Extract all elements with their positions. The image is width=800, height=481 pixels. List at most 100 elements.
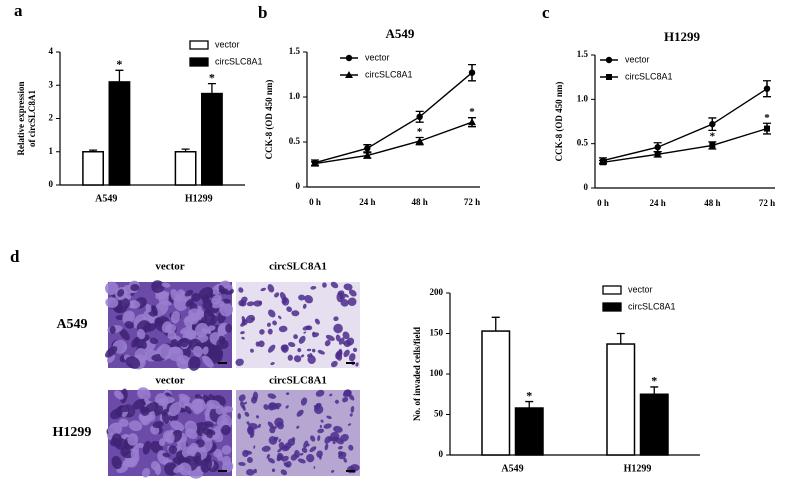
cell xyxy=(184,329,197,340)
cell xyxy=(250,318,255,320)
x-tick-label: 48 h xyxy=(704,198,720,208)
x-tick-label: H1299 xyxy=(185,193,213,204)
cell xyxy=(297,347,302,353)
legend-label: circSLC8A1 xyxy=(365,69,413,79)
cell xyxy=(161,411,170,425)
cell xyxy=(209,345,217,355)
cell xyxy=(268,436,278,445)
cell xyxy=(330,360,338,368)
cell xyxy=(266,454,270,459)
legend-label: vector xyxy=(215,39,240,49)
cell xyxy=(113,390,124,400)
line xyxy=(314,72,473,164)
cell xyxy=(154,393,168,406)
cell xyxy=(240,401,245,409)
line xyxy=(602,88,768,162)
point xyxy=(468,118,476,126)
cell xyxy=(221,461,234,473)
cell xyxy=(238,287,244,293)
y-tick-label: 4 xyxy=(49,46,54,56)
y-tick-label: 1.0 xyxy=(577,93,589,103)
legend-label: vector xyxy=(365,52,390,62)
column-label: circSLC8A1 xyxy=(269,261,327,273)
cell xyxy=(322,282,327,288)
bar xyxy=(639,393,669,456)
y-tick-label: 150 xyxy=(430,328,444,338)
cell xyxy=(204,421,214,427)
bar xyxy=(606,343,636,456)
cell xyxy=(216,338,229,350)
point xyxy=(345,71,353,78)
cell xyxy=(314,318,320,325)
cell xyxy=(331,436,339,442)
y-tick-label: 1.5 xyxy=(577,49,589,59)
panel-label: b xyxy=(258,3,267,22)
cell xyxy=(337,445,343,450)
legend-label: circSLC8A1 xyxy=(625,71,673,81)
cell xyxy=(317,435,321,442)
cell xyxy=(277,448,282,453)
cell xyxy=(348,444,354,451)
cell xyxy=(299,452,304,456)
cell xyxy=(329,393,333,397)
cell xyxy=(155,291,170,300)
cell xyxy=(287,354,293,361)
cell xyxy=(339,434,349,442)
cell xyxy=(244,401,248,405)
y-tick-label: 50 xyxy=(434,409,444,419)
cell xyxy=(257,423,261,429)
cell xyxy=(342,331,350,340)
point xyxy=(606,74,612,80)
y-tick-label: 1 xyxy=(49,146,54,156)
cell xyxy=(296,425,300,429)
cell xyxy=(105,297,119,308)
cell xyxy=(343,283,353,291)
cell xyxy=(307,354,310,358)
chart-title: H1299 xyxy=(664,29,701,44)
point xyxy=(345,54,353,62)
point xyxy=(763,85,771,92)
cell xyxy=(253,445,256,449)
line xyxy=(602,127,768,163)
point xyxy=(709,142,716,149)
x-tick-label: 48 h xyxy=(412,197,428,207)
cell xyxy=(260,287,267,292)
x-tick-label: A549 xyxy=(95,193,117,204)
significance: * xyxy=(764,112,770,124)
cell xyxy=(278,315,282,320)
cell xyxy=(348,393,355,401)
cell xyxy=(261,445,271,452)
cell xyxy=(238,461,246,466)
image-background xyxy=(236,390,360,476)
cell xyxy=(201,427,210,435)
cell xyxy=(333,316,339,322)
cell xyxy=(202,355,214,368)
cell xyxy=(291,437,296,442)
significance: * xyxy=(209,70,215,84)
cell xyxy=(109,325,116,334)
cell xyxy=(306,453,315,463)
cell xyxy=(332,441,336,445)
cell xyxy=(283,462,290,468)
cell xyxy=(272,320,277,326)
cell xyxy=(111,433,123,448)
x-tick-label: H1299 xyxy=(624,463,652,474)
y-tick-label: 0 xyxy=(584,182,589,192)
legend-label: circSLC8A1 xyxy=(628,301,676,311)
cell xyxy=(286,306,293,313)
cell xyxy=(281,297,290,306)
cell xyxy=(124,321,134,329)
cell xyxy=(136,328,146,340)
cell xyxy=(221,424,231,436)
cell xyxy=(274,292,280,298)
cell xyxy=(149,337,159,345)
cell xyxy=(189,308,205,317)
bar xyxy=(201,92,223,186)
cell xyxy=(310,435,316,442)
cell xyxy=(293,334,298,340)
cell xyxy=(117,289,125,297)
cell xyxy=(168,401,182,417)
point xyxy=(311,159,319,167)
point xyxy=(764,125,770,132)
